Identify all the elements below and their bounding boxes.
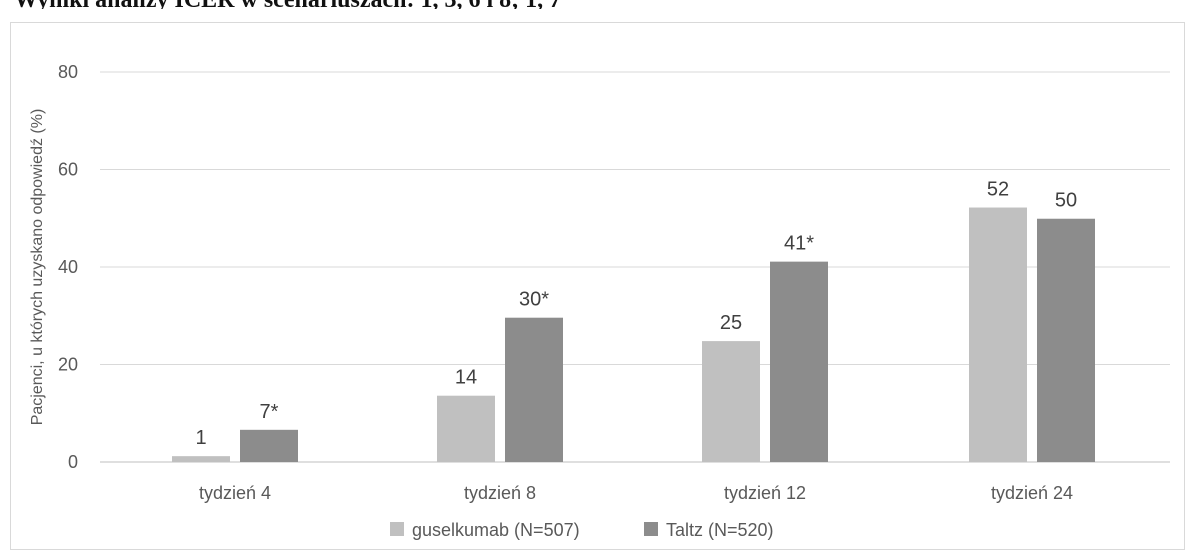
cropped-heading-text: Wyniki analizy ICER w scenariuszach: 1, … (14, 0, 834, 9)
bar-series-1-tydzień-24 (1037, 218, 1095, 462)
y-tick-label: 20 (58, 355, 78, 375)
x-category-label: tydzień 4 (199, 483, 271, 503)
data-label: 25 (720, 312, 742, 334)
y-axis-title: Pacjenci, u których uzyskano odpowiedź (… (29, 109, 46, 426)
legend-swatch (644, 522, 658, 536)
data-label: 50 (1055, 190, 1077, 212)
x-category-label: tydzień 24 (991, 483, 1073, 503)
y-tick-label: 40 (58, 257, 78, 277)
bar-series-0-tydzień-12 (702, 341, 760, 462)
legend-swatch (390, 522, 404, 536)
y-tick-label: 80 (58, 62, 78, 82)
data-label: 41* (784, 233, 814, 255)
data-label: 7* (260, 401, 279, 423)
bar-series-1-tydzień-8 (505, 317, 563, 462)
bar-series-0-tydzień-8 (437, 395, 495, 462)
bar-series-0-tydzień-4 (172, 456, 230, 462)
bar-series-1-tydzień-4 (240, 429, 298, 462)
data-label: 14 (455, 367, 477, 389)
bar-series-0-tydzień-24 (969, 207, 1027, 462)
legend-label: Taltz (N=520) (666, 520, 774, 540)
data-label: 52 (987, 179, 1009, 201)
data-label: 30* (519, 289, 549, 311)
legend-label: guselkumab (N=507) (412, 520, 580, 540)
bar-series-1-tydzień-12 (770, 261, 828, 462)
x-category-label: tydzień 12 (724, 483, 806, 503)
y-tick-label: 60 (58, 160, 78, 180)
data-label: 1 (195, 427, 206, 449)
y-tick-label: 0 (68, 452, 78, 472)
x-category-label: tydzień 8 (464, 483, 536, 503)
